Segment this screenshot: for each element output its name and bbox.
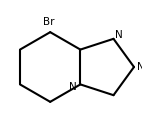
Text: N: N (137, 62, 142, 72)
Text: N: N (115, 30, 123, 40)
Text: N: N (69, 82, 77, 92)
Text: Br: Br (43, 17, 55, 27)
